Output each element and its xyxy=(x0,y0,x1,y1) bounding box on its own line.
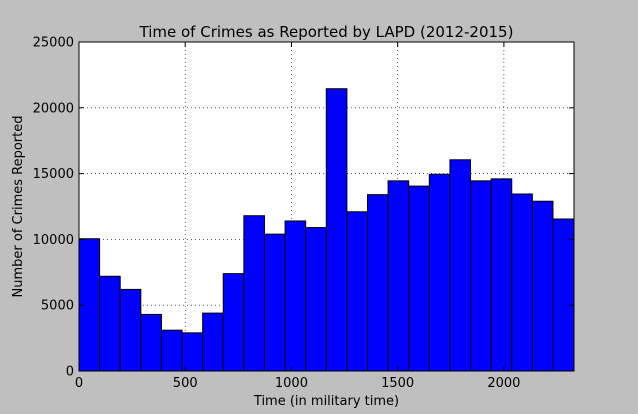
bar-1 xyxy=(99,275,121,372)
bar-23 xyxy=(552,218,575,372)
axis-ticks: 0 500 1000 1500 2000050001000015000200002500… xyxy=(33,36,574,391)
bar-5 xyxy=(181,332,204,372)
x-axis-label: Time (in military time) xyxy=(253,394,399,409)
bar-15 xyxy=(387,180,410,372)
plot-frame xyxy=(78,41,575,372)
chart-title: Time of Crimes as Reported by LAPD (2012… xyxy=(139,23,514,41)
y-tick-label-2: 10000 xyxy=(33,233,74,248)
bar-17 xyxy=(428,173,451,372)
bar-8 xyxy=(243,215,265,372)
bar-14 xyxy=(367,194,389,372)
y-tick-label-0: 0 xyxy=(66,365,74,380)
bar-12 xyxy=(325,88,348,372)
bar-10 xyxy=(284,220,307,372)
x-tick-label-2: 1000 xyxy=(275,376,308,391)
y-tick-label-3: 15000 xyxy=(33,167,74,182)
bar-4 xyxy=(160,329,183,372)
bar-13 xyxy=(346,211,369,372)
bar-11 xyxy=(305,227,327,372)
bar-20 xyxy=(490,178,513,372)
y-tick-label-4: 20000 xyxy=(33,101,74,116)
bar-16 xyxy=(408,185,430,372)
y-tick-label-1: 5000 xyxy=(41,299,74,314)
bar-19 xyxy=(470,180,492,372)
bar-22 xyxy=(531,200,554,372)
bar-18 xyxy=(449,159,472,372)
x-tick-label-3: 1500 xyxy=(381,376,414,391)
bar-9 xyxy=(263,233,286,372)
x-tick-label-4: 2000 xyxy=(487,376,520,391)
bar-21 xyxy=(511,193,533,372)
x-tick-label-1: 500 xyxy=(173,376,198,391)
bar-2 xyxy=(119,288,142,372)
bar-7 xyxy=(222,273,245,372)
y-tick-label-5: 25000 xyxy=(33,36,74,51)
x-tick-label-0: 0 xyxy=(75,376,83,391)
bar-6 xyxy=(202,312,224,372)
bar-3 xyxy=(140,313,162,372)
y-axis-label: Number of Crimes Reported xyxy=(11,116,26,298)
